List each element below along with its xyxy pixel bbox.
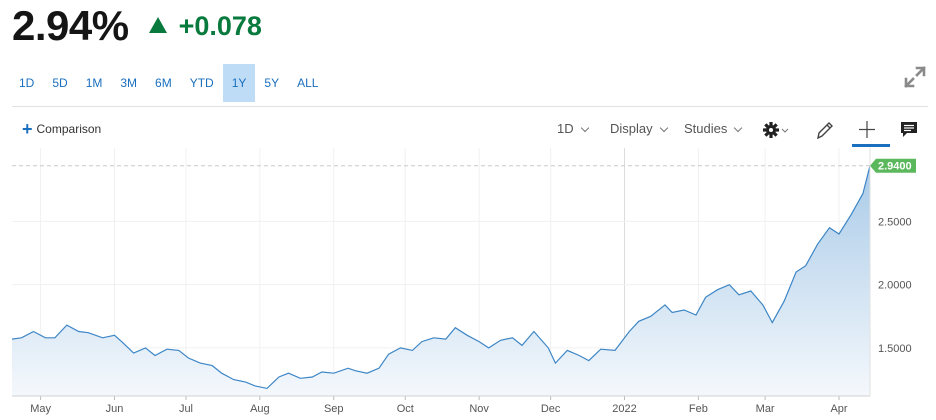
range-button-3m[interactable]: 3M xyxy=(120,76,138,90)
interval-dropdown[interactable]: 1D xyxy=(557,121,589,136)
expand-icon[interactable] xyxy=(902,64,928,90)
chevron-down-icon xyxy=(659,123,668,132)
range-button-5d[interactable]: 5D xyxy=(52,76,68,90)
x-tick-label: Sep xyxy=(324,403,344,415)
y-tick-label: 2.0000 xyxy=(878,280,912,292)
studies-label: Studies xyxy=(684,121,728,136)
last-price: 2.94% xyxy=(12,2,129,49)
plus-icon: + xyxy=(22,119,33,139)
crosshair-icon[interactable] xyxy=(856,118,878,142)
pencil-icon[interactable] xyxy=(814,118,836,142)
chevron-down-icon xyxy=(580,123,589,132)
active-tool-indicator xyxy=(852,144,890,147)
range-button-all[interactable]: ALL xyxy=(297,76,319,90)
up-arrow-icon xyxy=(148,17,167,33)
range-button-ytd[interactable]: YTD xyxy=(189,76,214,90)
x-tick-label: 2022 xyxy=(612,403,636,415)
price-area-fill xyxy=(12,165,870,396)
price-change: +0.078 xyxy=(148,10,262,42)
range-button-1y[interactable]: 1Y xyxy=(222,64,256,102)
x-tick-label: Feb xyxy=(689,403,708,415)
x-tick-label: Jul xyxy=(179,403,193,415)
y-tick-label: 1.5000 xyxy=(878,343,912,355)
comparison-label: Comparison xyxy=(36,122,102,136)
last-value-text: 2.9400 xyxy=(878,161,912,173)
comparison-button[interactable]: + Comparison xyxy=(22,119,102,139)
header-divider xyxy=(12,106,928,107)
display-label: Display xyxy=(610,121,653,136)
quote-header: 2.94% +0.078 xyxy=(12,2,262,50)
x-tick-label: Oct xyxy=(397,403,414,415)
price-series-line xyxy=(11,165,871,390)
x-tick-label: Dec xyxy=(541,403,561,415)
last-value-label: 2.9400 xyxy=(870,158,916,173)
chevron-down-icon xyxy=(734,123,743,132)
studies-dropdown[interactable]: Studies xyxy=(684,121,743,136)
last-value-badge xyxy=(870,158,916,173)
x-tick-label: Mar xyxy=(756,403,775,415)
comment-icon[interactable] xyxy=(898,118,920,142)
x-tick-label: Apr xyxy=(830,403,847,415)
interval-label: 1D xyxy=(557,121,574,136)
range-button-5y[interactable]: 5Y xyxy=(264,76,280,90)
time-range-selector: 1D 5D 1M 3M 6M YTD 1Y 5Y ALL xyxy=(10,64,327,102)
x-tick-label: Jun xyxy=(106,403,124,415)
price-change-value: +0.078 xyxy=(178,10,262,41)
x-tick-label: Aug xyxy=(250,403,270,415)
x-tick-label: May xyxy=(30,403,51,415)
x-axis: May Jun Jul Aug Sep Oct Nov Dec 2022 Feb Mar Apr xyxy=(12,395,870,415)
range-button-1d[interactable]: 1D xyxy=(19,76,35,90)
range-button-1m[interactable]: 1M xyxy=(85,76,103,90)
gear-icon[interactable] xyxy=(762,118,792,142)
chart-toolbar: + Comparison 1D Display Studies xyxy=(0,114,936,148)
yield-chart[interactable]: 2.9400 1.5000 2.0000 2.5000 May Jun Jul Aug Se… xyxy=(0,148,936,420)
range-button-6m[interactable]: 6M xyxy=(155,76,172,90)
y-tick-label: 2.5000 xyxy=(878,216,912,228)
x-tick-label: Nov xyxy=(469,403,489,415)
display-dropdown[interactable]: Display xyxy=(610,121,668,136)
y-axis: 1.5000 2.0000 2.5000 xyxy=(869,148,912,396)
